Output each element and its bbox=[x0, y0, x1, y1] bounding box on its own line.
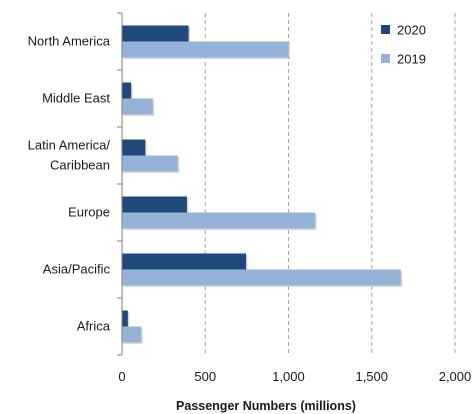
legend: 2020 2019 bbox=[381, 23, 426, 67]
category-label-1: Middle East bbox=[42, 91, 110, 106]
x-tick-label-0: 0 bbox=[118, 369, 125, 384]
labels: North America Middle East Latin America/Ca… bbox=[28, 34, 472, 414]
bars bbox=[122, 25, 403, 344]
category-label-2: Latin America/Caribbean bbox=[28, 138, 111, 173]
bar-2020-2 bbox=[122, 139, 146, 156]
category-label-3: Europe bbox=[68, 205, 110, 220]
category-label-5: Africa bbox=[77, 319, 111, 334]
axes bbox=[117, 12, 123, 356]
x-tick-label-3: 1,500 bbox=[355, 369, 388, 384]
gridlines bbox=[204, 13, 456, 355]
bar-2020-4 bbox=[122, 253, 247, 270]
category-label-4: Asia/Pacific bbox=[43, 262, 111, 277]
bar-2019-0 bbox=[122, 41, 289, 58]
bar-2020-1 bbox=[122, 82, 132, 99]
bar-2019-1 bbox=[122, 98, 153, 115]
x-tick-label-2: 1,000 bbox=[272, 369, 305, 384]
legend-swatch-2020 bbox=[381, 25, 390, 34]
x-tick-label-1: 500 bbox=[194, 369, 216, 384]
legend-swatch-2019 bbox=[381, 54, 390, 63]
bar-2020-0 bbox=[122, 25, 189, 42]
x-axis-title: Passenger Numbers (millions) bbox=[176, 399, 356, 413]
bar-2020-5 bbox=[122, 310, 128, 327]
legend-label-2020: 2020 bbox=[397, 23, 426, 38]
bar-2019-4 bbox=[122, 269, 401, 286]
bar-2019-3 bbox=[122, 212, 316, 229]
bar-2019-5 bbox=[122, 326, 142, 343]
bar-2020-3 bbox=[122, 196, 187, 213]
legend-label-2019: 2019 bbox=[397, 52, 426, 67]
bar-2019-2 bbox=[122, 155, 178, 172]
category-label-0: North America bbox=[28, 34, 111, 49]
x-tick-label-4: 2,000 bbox=[439, 369, 472, 384]
